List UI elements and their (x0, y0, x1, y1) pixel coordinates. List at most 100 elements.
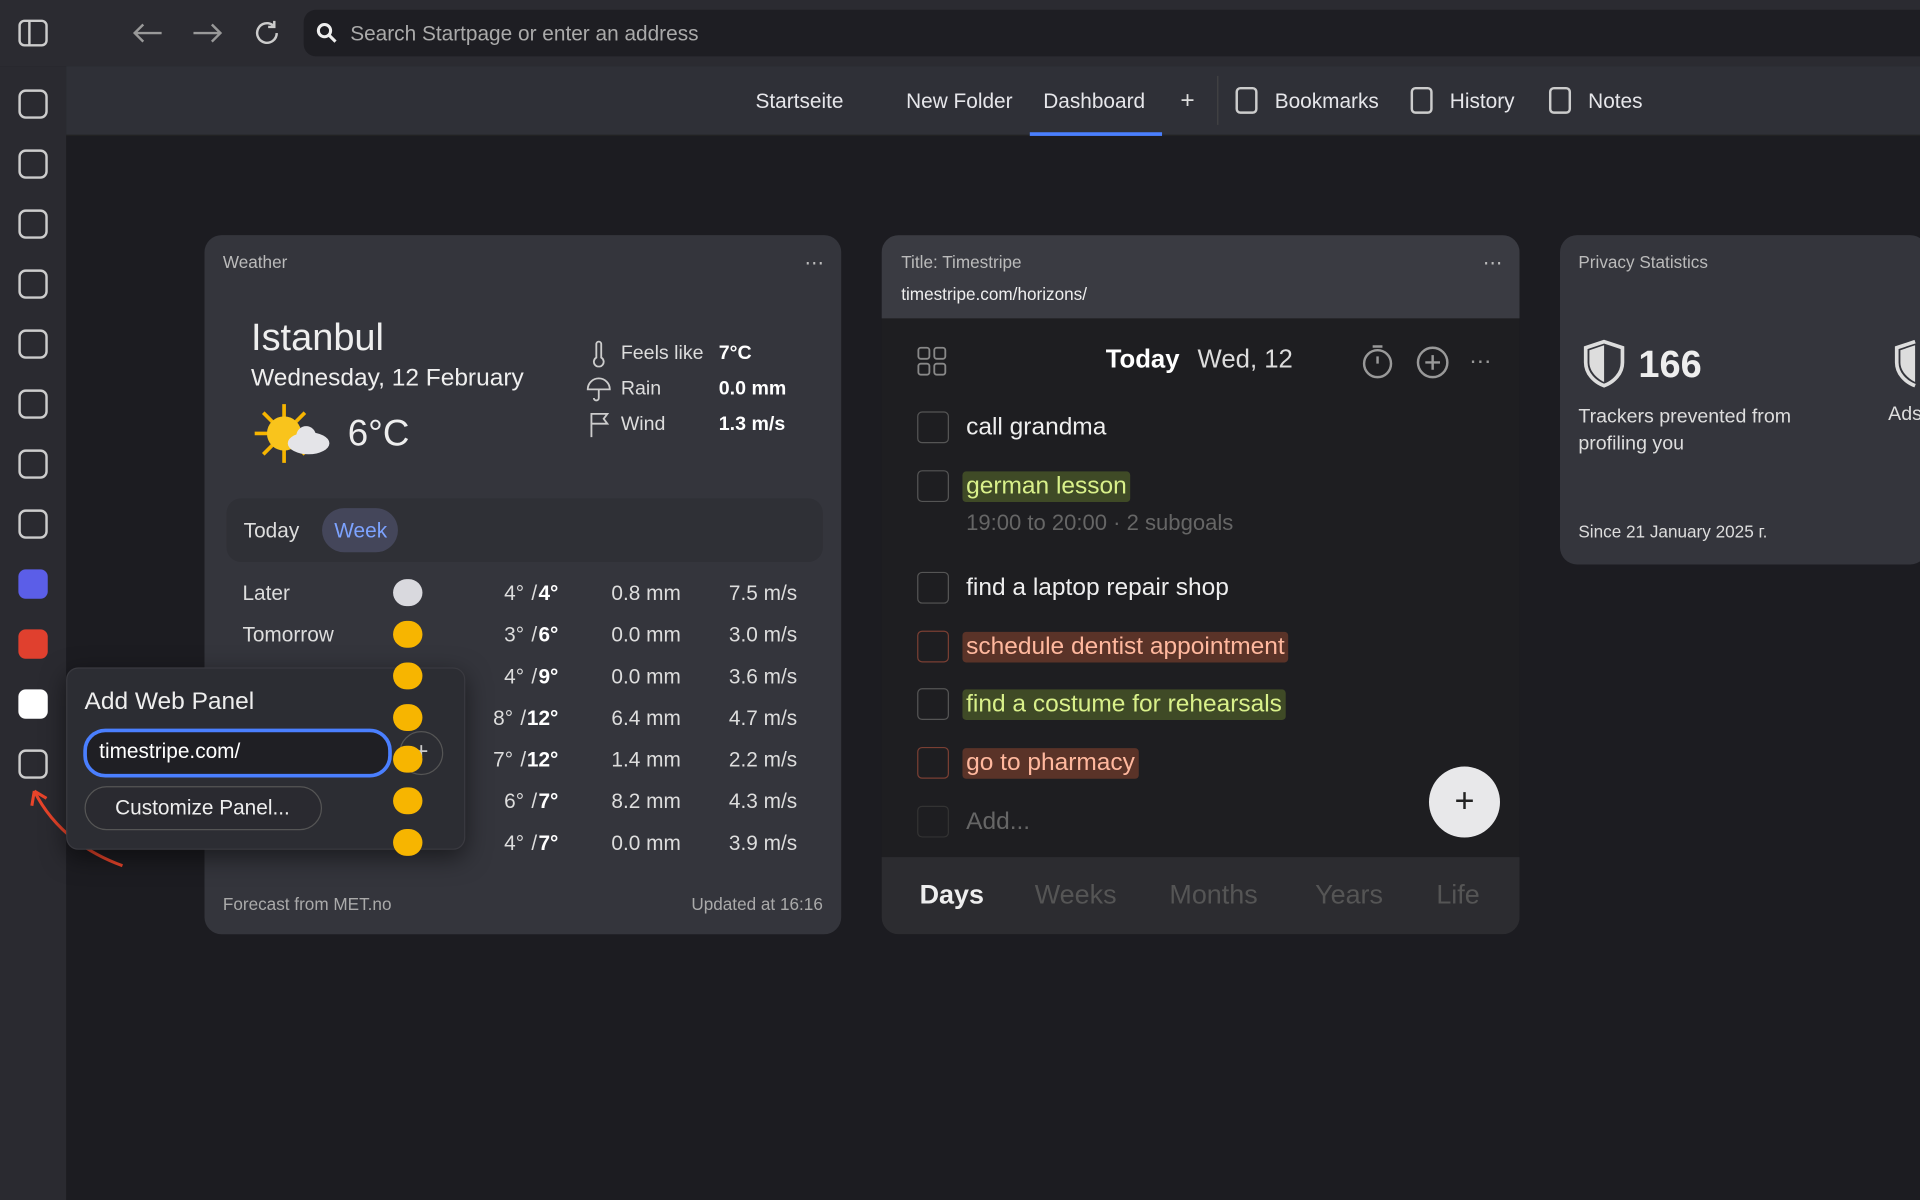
panel-link[interactable]: History (1449, 89, 1515, 113)
sidebar-panel-icon[interactable] (18, 509, 48, 539)
panel-link[interactable]: Notes (1588, 89, 1643, 113)
sidebar-panel-icon[interactable] (18, 449, 48, 479)
forecast-rain: 0.0 mm (611, 664, 681, 689)
sidebar-panel-icon[interactable] (18, 149, 48, 179)
sidebar-panel-icon[interactable] (18, 269, 48, 299)
temp-separator: / (531, 789, 538, 814)
tab[interactable]: Dashboard (1043, 89, 1146, 113)
add-task-button[interactable]: + (1428, 766, 1500, 838)
detail-value: 7°C (718, 342, 752, 364)
task-checkbox[interactable] (917, 571, 949, 604)
forecast-low: 4° (504, 581, 525, 605)
sidebar-panel-icon[interactable] (18, 569, 48, 599)
toggle[interactable]: Week (334, 519, 388, 543)
tab-separator (1217, 75, 1219, 125)
task-checkbox[interactable] (917, 411, 949, 444)
url-input[interactable] (83, 728, 392, 778)
add-icon[interactable] (1416, 345, 1450, 379)
timer-icon[interactable] (1360, 343, 1394, 380)
task-checkbox[interactable] (917, 470, 949, 503)
card-title: Weather (222, 252, 288, 272)
task-detail: 19:00 to 20:00 · 2 subgoals (966, 510, 1234, 536)
updated-time: Updated at 16:16 (691, 893, 823, 914)
forecast-rain: 0.0 mm (611, 623, 681, 647)
view-tab[interactable]: Days (919, 879, 984, 910)
sidebar-panel-icon[interactable] (18, 209, 48, 239)
more-icon[interactable]: ⋯ (1469, 348, 1492, 374)
tab[interactable]: Startseite (755, 89, 844, 113)
since-date: Since 21 January 2025 г. (1578, 521, 1768, 542)
panel-header (881, 235, 1520, 319)
week-toggle-bg[interactable] (322, 508, 398, 553)
temp-separator: / (520, 706, 527, 730)
detail-label: Feels like (620, 342, 704, 364)
view-tab[interactable]: Weeks (1034, 879, 1117, 910)
add-task-input[interactable]: Add... (966, 808, 1031, 836)
day-date: Wed, 12 (1197, 345, 1293, 374)
sidebar-panel-icon[interactable] (18, 629, 48, 659)
address-placeholder: Search Startpage or enter an address (350, 22, 699, 46)
forecast-day: Tomorrow (242, 623, 334, 647)
reload-button[interactable] (252, 18, 281, 47)
forecast-high: 7° (538, 789, 559, 814)
timestripe-menu[interactable]: ⋯ (1482, 253, 1503, 275)
shield-icon-2 (1893, 339, 1920, 388)
address-bar[interactable] (303, 9, 1920, 57)
forecast-wind: 4.3 m/s (728, 789, 798, 814)
new-tab-button: + (1180, 86, 1195, 114)
task-text[interactable]: go to pharmacy (962, 748, 1139, 779)
sidebar-panel-icon[interactable] (18, 89, 48, 119)
tab[interactable]: New Folder (906, 89, 1013, 113)
task-text[interactable]: german lesson (962, 471, 1131, 503)
task-checkbox[interactable] (917, 688, 949, 720)
task-text[interactable]: find a laptop repair shop (966, 574, 1229, 602)
forecast-high: 9° (538, 664, 559, 689)
forecast-wind: 3.9 m/s (728, 831, 798, 855)
timestripe-card (881, 235, 1520, 935)
temp-separator: / (531, 581, 538, 605)
sidebar-panel-icon[interactable] (18, 749, 48, 779)
panel-icon (1235, 86, 1258, 114)
detail-label: Wind (620, 413, 666, 435)
forward-button[interactable] (191, 20, 225, 47)
toggle[interactable]: Today (243, 519, 300, 543)
forecast-high: 12° (526, 748, 559, 772)
forecast-source: Forecast from MET.no (222, 893, 392, 914)
view-tab[interactable]: Life (1436, 879, 1480, 910)
customize-label[interactable]: Customize Panel... (115, 795, 290, 820)
customize-button[interactable] (84, 786, 323, 831)
task-text[interactable]: schedule dentist appointment (962, 631, 1289, 663)
date: Wednesday, 12 February (251, 364, 524, 392)
forecast-rain: 0.8 mm (611, 581, 681, 605)
umbrella-icon (585, 376, 612, 403)
forecast-icon (393, 579, 423, 607)
grid-icon[interactable] (917, 346, 947, 376)
forecast-icon (393, 704, 423, 732)
task-text[interactable]: find a costume for rehearsals (962, 689, 1286, 720)
popup-title: Add Web Panel (84, 688, 255, 716)
task-checkbox[interactable] (917, 630, 949, 663)
url-input-text[interactable]: timestripe.com/ (99, 739, 241, 763)
view-tab[interactable]: Months (1169, 879, 1258, 910)
forecast-low: 4° (504, 831, 525, 855)
shield-icon (1582, 339, 1626, 388)
task-checkbox[interactable] (917, 746, 949, 779)
forecast-day: Later (242, 581, 290, 605)
forecast-icon (393, 745, 423, 773)
panel-link[interactable]: Bookmarks (1274, 89, 1379, 113)
forecast-low: 3° (504, 623, 525, 647)
weather-menu[interactable]: ⋯ (804, 253, 825, 275)
forecast-low: 7° (493, 748, 514, 772)
sidebar-toggle[interactable] (17, 18, 49, 47)
sidebar-panel-icon[interactable] (18, 689, 48, 719)
temp-separator: / (531, 623, 538, 647)
tab-bar (66, 66, 1920, 136)
back-button[interactable] (130, 20, 164, 47)
sidebar-panel-icon[interactable] (18, 329, 48, 359)
view-tab[interactable]: Years (1315, 879, 1384, 910)
tracker-label: Trackers prevented from profiling you (1578, 406, 1792, 455)
view-bar (881, 857, 1520, 935)
task-text[interactable]: call grandma (966, 413, 1107, 441)
sidebar-panel-icon[interactable] (18, 389, 48, 419)
